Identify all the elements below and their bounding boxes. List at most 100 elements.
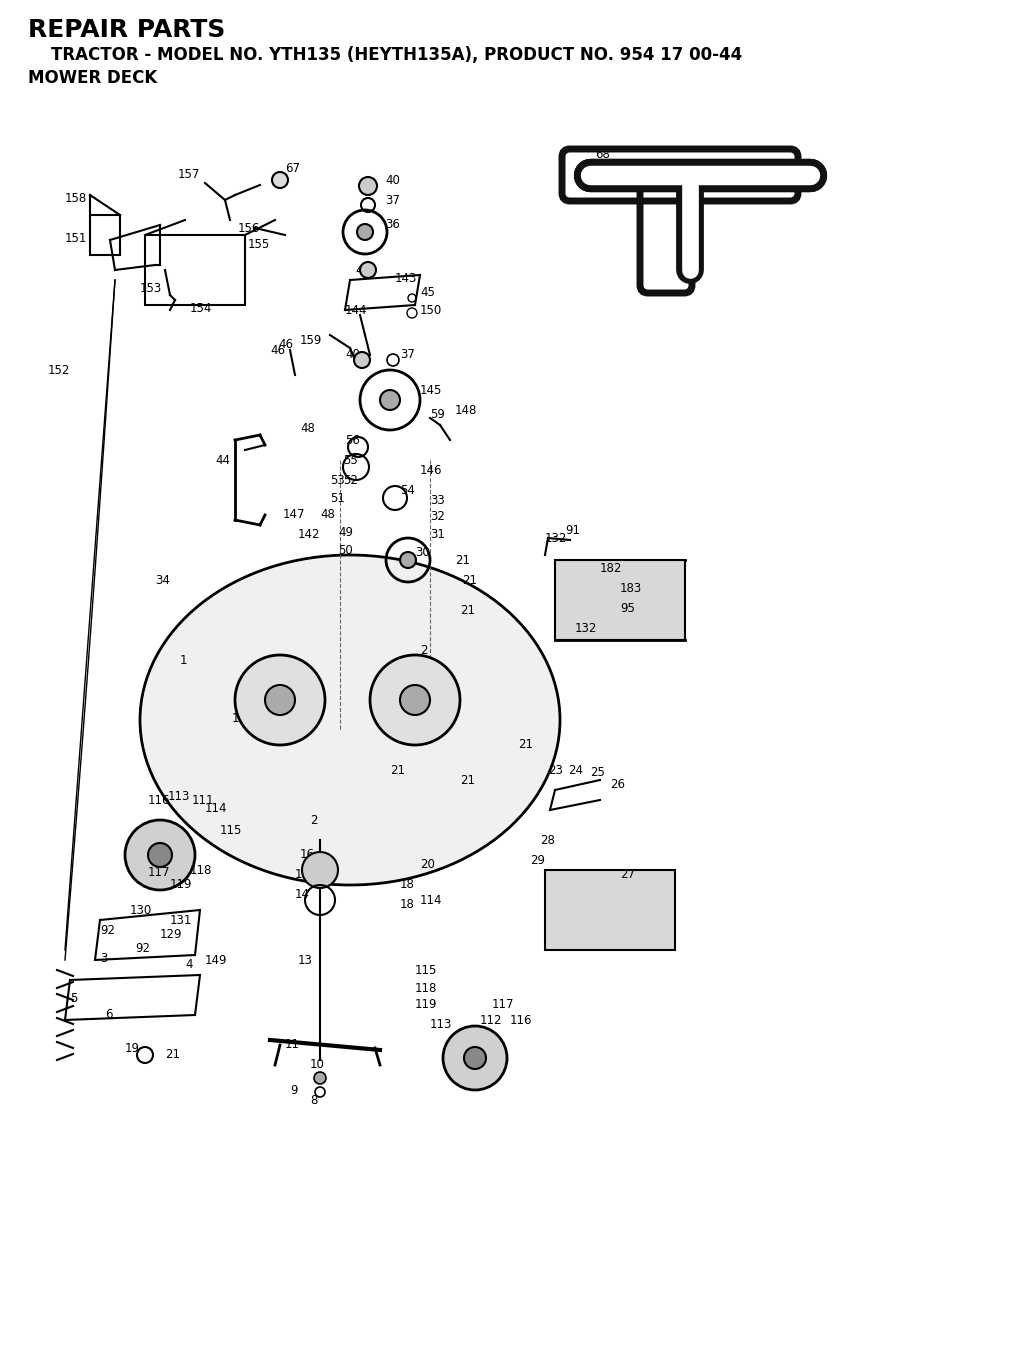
Text: 5: 5 [70,991,78,1005]
Text: 13: 13 [298,953,313,967]
Text: 14: 14 [295,888,310,902]
Text: 31: 31 [430,527,444,541]
Text: 21: 21 [460,603,475,617]
Text: 92: 92 [135,941,150,955]
Text: 148: 148 [455,403,477,416]
Text: 24: 24 [568,764,583,776]
Text: 33: 33 [430,493,444,507]
Text: 91: 91 [565,523,580,537]
Text: 48: 48 [300,422,314,434]
Text: 143: 143 [395,272,418,284]
Circle shape [400,685,430,715]
Text: 4: 4 [185,959,193,972]
Text: 68: 68 [595,149,610,161]
Bar [555,560,685,639]
Text: 117: 117 [492,999,514,1011]
Text: 152: 152 [48,364,71,376]
Text: 18: 18 [400,899,415,911]
Text: 30: 30 [415,545,430,558]
Text: 150: 150 [420,303,442,316]
Text: 142: 142 [232,711,255,725]
Text: 15: 15 [295,868,310,882]
Circle shape [357,224,373,241]
Text: MOWER DECK: MOWER DECK [28,69,158,87]
Text: 130: 130 [130,903,153,917]
Text: 19: 19 [125,1041,140,1055]
Circle shape [125,821,195,890]
Text: 34: 34 [155,573,170,587]
Circle shape [314,1072,326,1084]
Circle shape [400,552,416,568]
Text: 144: 144 [345,303,368,316]
Text: 116: 116 [510,1014,532,1026]
Circle shape [234,654,325,745]
Text: REPAIR PARTS: REPAIR PARTS [28,18,225,42]
Text: 67: 67 [285,161,300,174]
Circle shape [443,1026,507,1090]
Text: 113: 113 [430,1018,453,1032]
Text: 21: 21 [518,738,534,752]
Text: 55: 55 [343,453,357,466]
Text: 119: 119 [415,999,437,1011]
Text: 116: 116 [148,794,171,807]
Text: 94: 94 [560,599,575,611]
Text: 115: 115 [415,964,437,976]
Text: 9: 9 [290,1083,298,1096]
Text: 25: 25 [590,767,605,780]
Circle shape [464,1046,486,1069]
Text: 132: 132 [575,622,597,634]
Circle shape [370,654,460,745]
Text: 21: 21 [390,764,406,776]
Text: 6: 6 [105,1009,113,1022]
Text: 113: 113 [168,791,190,803]
Text: 26: 26 [610,779,625,791]
Text: 118: 118 [415,982,437,995]
Text: 44: 44 [215,453,230,466]
Text: 21: 21 [462,573,477,587]
Circle shape [380,389,400,410]
Text: 46: 46 [270,343,285,357]
Text: 114: 114 [420,894,442,906]
Text: 18: 18 [400,879,415,891]
Text: 54: 54 [400,484,415,496]
Text: 159: 159 [300,334,323,346]
Text: 28: 28 [540,833,555,846]
Text: 2: 2 [310,814,317,826]
Text: 21: 21 [455,553,470,566]
Circle shape [302,852,338,888]
Text: 92: 92 [100,923,115,937]
Text: 27: 27 [620,868,635,882]
Circle shape [354,352,370,368]
Text: 53: 53 [330,473,345,487]
Text: 46: 46 [278,338,293,352]
Text: 158: 158 [65,192,87,204]
Text: 49: 49 [338,526,353,539]
Text: 48: 48 [319,508,335,522]
Circle shape [359,177,377,195]
Text: 95: 95 [620,602,635,615]
Text: 52: 52 [343,473,357,487]
Text: 149: 149 [205,953,227,967]
Text: 147: 147 [250,694,272,707]
Text: 51: 51 [330,492,345,504]
Text: 1: 1 [180,653,187,667]
Text: 11: 11 [285,1038,300,1052]
Text: 117: 117 [148,865,171,879]
Text: 56: 56 [345,434,359,446]
Text: 21: 21 [460,773,475,787]
Text: 145: 145 [420,384,442,396]
Text: 59: 59 [430,408,444,422]
Text: 155: 155 [248,238,270,251]
Text: 16: 16 [300,849,315,861]
Text: 111: 111 [193,794,214,807]
Circle shape [265,685,295,715]
Text: 157: 157 [178,169,201,181]
Bar [145,235,245,306]
Text: TRACTOR - MODEL NO. YTH135 (HEYTH135A), PRODUCT NO. 954 17 00-44: TRACTOR - MODEL NO. YTH135 (HEYTH135A), … [28,46,742,64]
Text: 29: 29 [530,853,545,867]
Ellipse shape [140,556,560,886]
Text: 10: 10 [310,1059,325,1072]
Text: 8: 8 [310,1094,317,1106]
Text: 132: 132 [545,531,567,545]
Text: 183: 183 [620,581,642,595]
